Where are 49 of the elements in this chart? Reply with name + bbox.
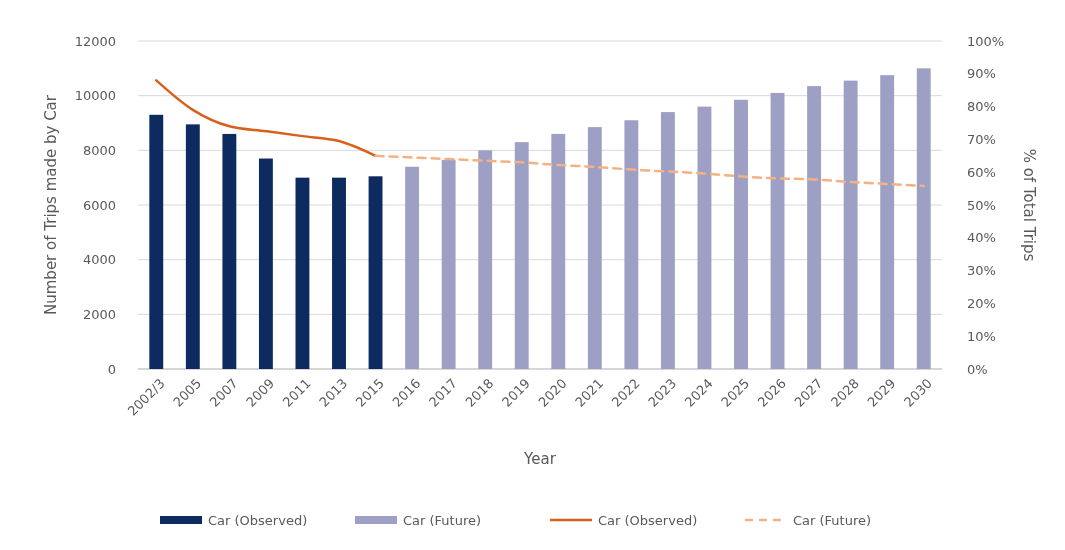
bar xyxy=(880,75,895,369)
y2-tick-label: 60% xyxy=(967,164,996,180)
y2-tick-label: 0% xyxy=(967,361,988,377)
y-tick-label: 4000 xyxy=(82,252,116,268)
y2-tick-label: 30% xyxy=(967,263,996,279)
bar xyxy=(222,133,237,369)
bar xyxy=(332,177,346,369)
y2-tick-label: 10% xyxy=(967,328,996,344)
y-tick-label: 12000 xyxy=(74,33,116,49)
bar xyxy=(660,112,675,369)
bar xyxy=(514,142,529,369)
legend-label: Car (Future) xyxy=(403,512,482,528)
bar xyxy=(916,68,931,369)
bar xyxy=(697,106,712,369)
legend-label: Car (Observed) xyxy=(598,512,698,528)
y-tick-label: 10000 xyxy=(74,88,116,104)
legend-label: Car (Observed) xyxy=(208,512,308,528)
bar xyxy=(405,166,420,369)
bar xyxy=(441,159,456,369)
y2-tick-label: 80% xyxy=(967,99,996,115)
x-axis-title: Year xyxy=(523,450,557,468)
bar xyxy=(185,124,200,369)
bar xyxy=(258,158,273,369)
bar xyxy=(807,86,822,369)
bar xyxy=(734,99,748,369)
line-series xyxy=(155,79,377,158)
bar xyxy=(587,127,602,369)
bar xyxy=(149,114,164,369)
bar xyxy=(624,120,639,369)
bar xyxy=(478,150,493,369)
y2-tick-label: 40% xyxy=(967,230,996,246)
y-tick-label: 6000 xyxy=(82,197,116,213)
bar xyxy=(843,80,858,369)
y-tick-label: 0 xyxy=(107,361,116,377)
bar xyxy=(770,92,785,369)
y2-tick-label: 70% xyxy=(967,131,996,147)
y-tick-label: 8000 xyxy=(82,142,116,158)
y2-tick-label: 100% xyxy=(967,33,1005,49)
bar xyxy=(295,177,310,369)
y-axis-title: Number of Trips made by Car xyxy=(42,94,60,315)
y-tick-label: 2000 xyxy=(82,306,116,322)
y2-tick-label: 20% xyxy=(967,295,996,311)
y2-tick-label: 50% xyxy=(967,197,996,213)
bar xyxy=(551,133,566,369)
y2-tick-label: 90% xyxy=(967,66,996,82)
bar xyxy=(368,176,383,369)
legend-label: Car (Future) xyxy=(793,512,872,528)
line-series xyxy=(374,154,925,188)
y2-axis-title: % of Total Trips xyxy=(1020,148,1038,262)
